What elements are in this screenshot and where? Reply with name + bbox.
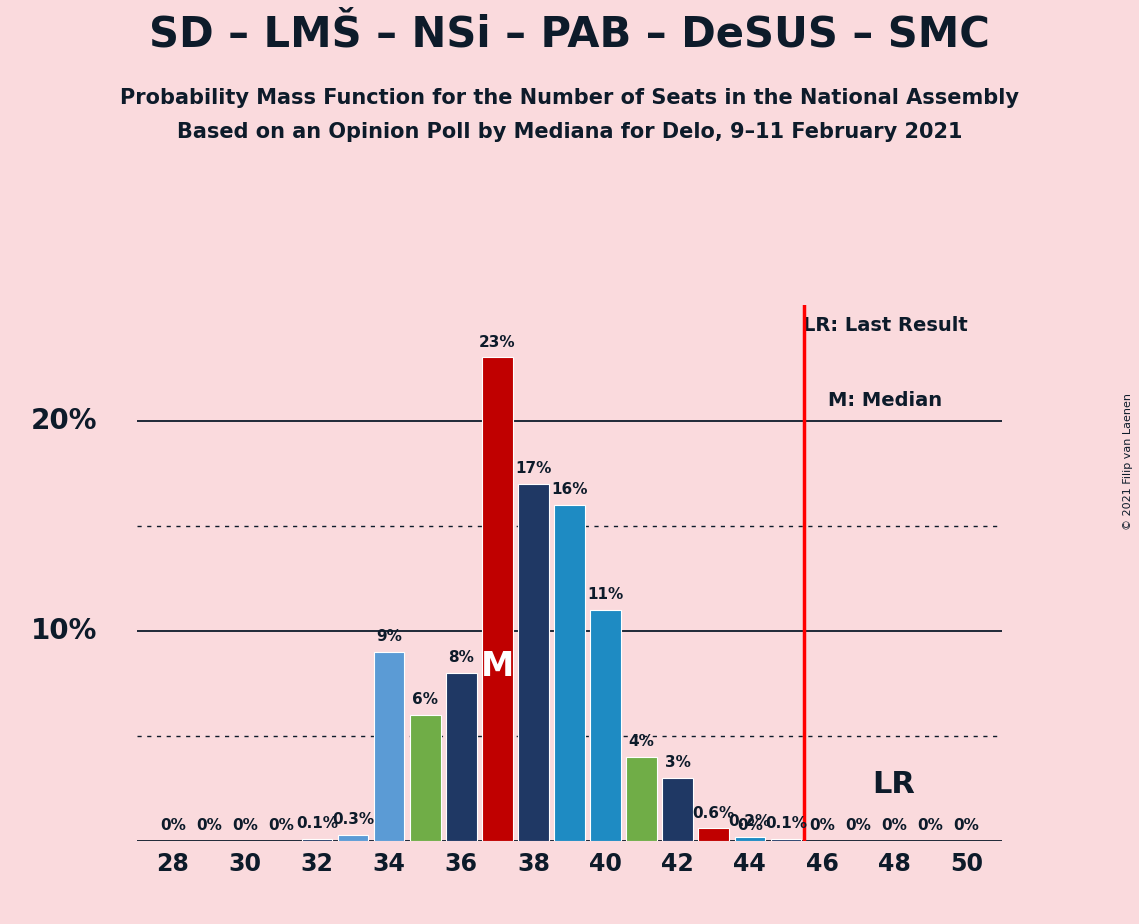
Text: 0%: 0% — [159, 819, 186, 833]
Text: 8%: 8% — [449, 650, 474, 665]
Text: 0%: 0% — [196, 819, 222, 833]
Text: 0.1%: 0.1% — [765, 817, 806, 832]
Bar — [771, 839, 801, 841]
Bar — [410, 715, 441, 841]
Bar — [446, 673, 476, 841]
Text: M: M — [481, 650, 514, 683]
Text: 0.3%: 0.3% — [333, 812, 374, 827]
Text: 9%: 9% — [376, 629, 402, 644]
Text: 0%: 0% — [917, 819, 943, 833]
Text: Based on an Opinion Poll by Mediana for Delo, 9–11 February 2021: Based on an Opinion Poll by Mediana for … — [177, 122, 962, 142]
Bar — [518, 483, 549, 841]
Text: 0.1%: 0.1% — [296, 817, 338, 832]
Text: 0%: 0% — [809, 819, 835, 833]
Bar — [374, 651, 404, 841]
Text: 0%: 0% — [882, 819, 907, 833]
Bar — [698, 828, 729, 841]
Text: 20%: 20% — [31, 407, 97, 434]
Bar — [555, 505, 584, 841]
Text: 0.2%: 0.2% — [729, 814, 771, 829]
Bar — [302, 839, 333, 841]
Text: M: Median: M: Median — [828, 391, 942, 409]
Text: LR: LR — [872, 770, 916, 799]
Text: 4%: 4% — [629, 735, 655, 749]
Text: LR: Last Result: LR: Last Result — [803, 316, 968, 334]
Text: Probability Mass Function for the Number of Seats in the National Assembly: Probability Mass Function for the Number… — [120, 88, 1019, 108]
Text: 0%: 0% — [953, 819, 980, 833]
Bar — [626, 757, 657, 841]
Text: 0%: 0% — [268, 819, 294, 833]
Bar — [663, 778, 693, 841]
Text: SD – LMŠ – NSi – PAB – DeSUS – SMC: SD – LMŠ – NSi – PAB – DeSUS – SMC — [149, 14, 990, 55]
Bar — [590, 610, 621, 841]
Text: 10%: 10% — [31, 616, 97, 645]
Bar — [338, 834, 368, 841]
Text: 0.6%: 0.6% — [693, 806, 735, 821]
Text: 16%: 16% — [551, 482, 588, 497]
Text: © 2021 Filip van Laenen: © 2021 Filip van Laenen — [1123, 394, 1133, 530]
Text: 11%: 11% — [588, 588, 624, 602]
Text: 0%: 0% — [845, 819, 871, 833]
Text: 3%: 3% — [665, 756, 690, 771]
Bar — [482, 358, 513, 841]
Text: 0%: 0% — [232, 819, 257, 833]
Text: 6%: 6% — [412, 692, 439, 708]
Bar — [735, 836, 765, 841]
Text: 0%: 0% — [737, 819, 763, 833]
Text: 23%: 23% — [480, 335, 516, 350]
Text: 17%: 17% — [515, 461, 551, 476]
